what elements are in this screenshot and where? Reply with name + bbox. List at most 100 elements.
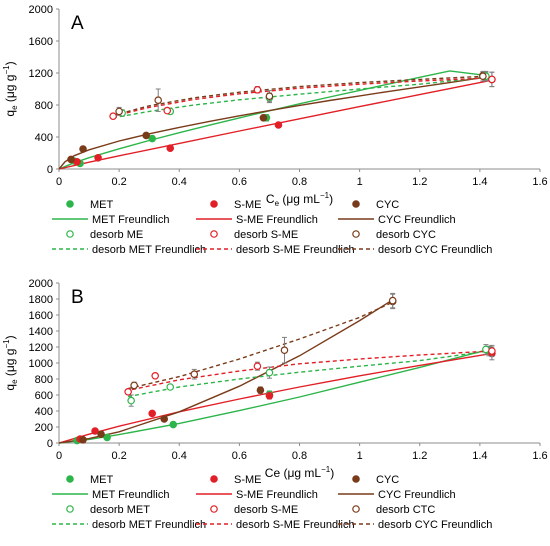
y-tick-label: 1800 <box>29 294 53 306</box>
x-tick-label: 0.2 <box>111 450 126 462</box>
y-tick-label: 400 <box>35 132 53 144</box>
legend-item-s-me-freundlich: S-ME Freundlich <box>196 214 318 226</box>
legend-item-desorb-met: desorb MET <box>66 504 150 516</box>
legend-label: desorb CYC Freundlich <box>378 519 492 531</box>
legend-marker <box>352 200 360 208</box>
legend-label: desorb S-ME <box>234 504 298 516</box>
legend: MET S-ME CYC MET Freundlich S-ME Freundlich C… <box>52 199 492 256</box>
y-tick-label: 2000 <box>29 278 53 290</box>
legend-item-cyc-freundlich: CYC Freundlich <box>338 214 456 226</box>
legend-label: MET Freundlich <box>92 214 169 226</box>
y-tick-label: 1400 <box>29 326 53 338</box>
legend-label: desorb CYC <box>376 229 436 241</box>
data-point <box>67 155 75 164</box>
legend-label: desorb S-ME Freundlich <box>236 244 355 256</box>
series-line-desorb-s-me-freundlich <box>124 350 492 392</box>
legend-item-desorb-cyc-freundlich: desorb CYC Freundlich <box>338 244 492 256</box>
legend-label: desorb MET <box>90 504 150 516</box>
legend-marker <box>66 230 74 238</box>
legend-label: CYC Freundlich <box>378 214 456 226</box>
data-point <box>130 381 138 390</box>
data-point <box>97 430 105 439</box>
series-s-me <box>76 346 496 443</box>
data-point <box>115 107 123 116</box>
data-point <box>265 92 274 101</box>
x-tick-label: 1.2 <box>412 450 427 462</box>
x-tick-label: 0.6 <box>232 176 247 188</box>
data-point <box>154 96 163 105</box>
data-point <box>259 114 268 122</box>
legend-item-cyc-freundlich: CYC Freundlich <box>338 489 456 501</box>
x-tick-label: 0.4 <box>172 176 187 188</box>
data-point <box>148 134 156 143</box>
x-tick-label: 1 <box>357 176 363 188</box>
legend-item-s-me-freundlich: S-ME Freundlich <box>196 489 318 501</box>
data-point <box>103 433 111 442</box>
legend-item-desorb-met-freundlich: desorb MET Freundlich <box>52 244 206 256</box>
y-tick-label: 1000 <box>29 358 53 370</box>
legend-label: S-ME Freundlich <box>236 214 318 226</box>
data-point <box>265 368 274 377</box>
legend-marker <box>210 475 218 483</box>
legend-marker <box>210 505 218 513</box>
series-line-desorb-met-freundlich <box>127 350 489 398</box>
y-tick-label: 200 <box>35 422 53 434</box>
legend-label: CYC <box>376 199 399 211</box>
legend-item-cyc: CYC <box>352 199 399 211</box>
y-tick-label: 0 <box>47 164 53 176</box>
series-desorb-s-me <box>124 344 496 396</box>
chart-panel-a: 0 0.2 0.4 0.6 0.8 1 1.2 1.4 1.6 0 400 800 1200 1600 20… <box>2 4 548 256</box>
legend-marker <box>66 475 74 483</box>
data-point <box>265 391 274 400</box>
series-desorb-ctc <box>130 292 397 390</box>
series-cyc <box>79 293 397 444</box>
legend-marker <box>352 505 360 513</box>
y-tick-label: 0 <box>47 438 53 450</box>
legend-label: S-ME <box>234 199 262 211</box>
x-tick-label: 1.6 <box>532 450 547 462</box>
x-axis-title: Ce (μg mL−1) <box>265 465 334 480</box>
y-tick-label: 600 <box>35 390 53 402</box>
data-point <box>256 386 265 395</box>
data-point <box>160 415 169 423</box>
series-line-desorb-cyc-freundlich <box>112 75 486 117</box>
data-point <box>163 106 172 115</box>
x-tick-label: 1 <box>357 450 363 462</box>
data-point <box>166 144 175 153</box>
legend-marker <box>66 200 74 208</box>
legend-item-desorb-s-me: desorb S-ME <box>210 504 298 516</box>
legend-label: CYC Freundlich <box>378 489 456 501</box>
data-point <box>190 370 199 379</box>
legend-label: desorb S-ME Freundlich <box>236 519 355 531</box>
x-tick-label: 0.2 <box>111 176 126 188</box>
legend-item-desorb-me: desorb ME <box>66 229 143 241</box>
data-point <box>94 154 102 162</box>
legend-label: MET Freundlich <box>92 489 169 501</box>
x-tick-label: 0.4 <box>172 450 187 462</box>
series-line-desorb-cyc-freundlich <box>127 301 393 390</box>
legend-label: desorb MET Freundlich <box>92 244 206 256</box>
series-desorb-met <box>127 344 490 407</box>
data-point <box>148 409 156 418</box>
data-point <box>109 112 117 121</box>
legend-label: S-ME <box>234 474 262 486</box>
series-line-met-freundlich <box>58 348 490 444</box>
x-tick-label: 0 <box>56 450 62 462</box>
legend-item-desorb-s-me: desorb S-ME <box>210 229 298 241</box>
x-tick-label: 1.4 <box>472 176 487 188</box>
x-axis-title: Ce (μg mL−1) <box>266 191 333 208</box>
x-tick-label: 1.6 <box>532 176 547 188</box>
legend-marker <box>210 200 218 208</box>
x-tick-label: 1.4 <box>472 450 487 462</box>
series-s-me <box>73 71 496 166</box>
series-desorb-cyc <box>115 70 487 116</box>
legend-label: CYC <box>376 474 399 486</box>
legend-item-met-freundlich: MET Freundlich <box>52 489 169 501</box>
data-point <box>79 435 87 444</box>
legend-marker <box>210 230 218 238</box>
data-point <box>166 383 175 391</box>
legend-item-s-me: S-ME <box>210 199 262 211</box>
y-tick-label: 800 <box>35 374 53 386</box>
series-desorb-s-me <box>109 71 496 121</box>
